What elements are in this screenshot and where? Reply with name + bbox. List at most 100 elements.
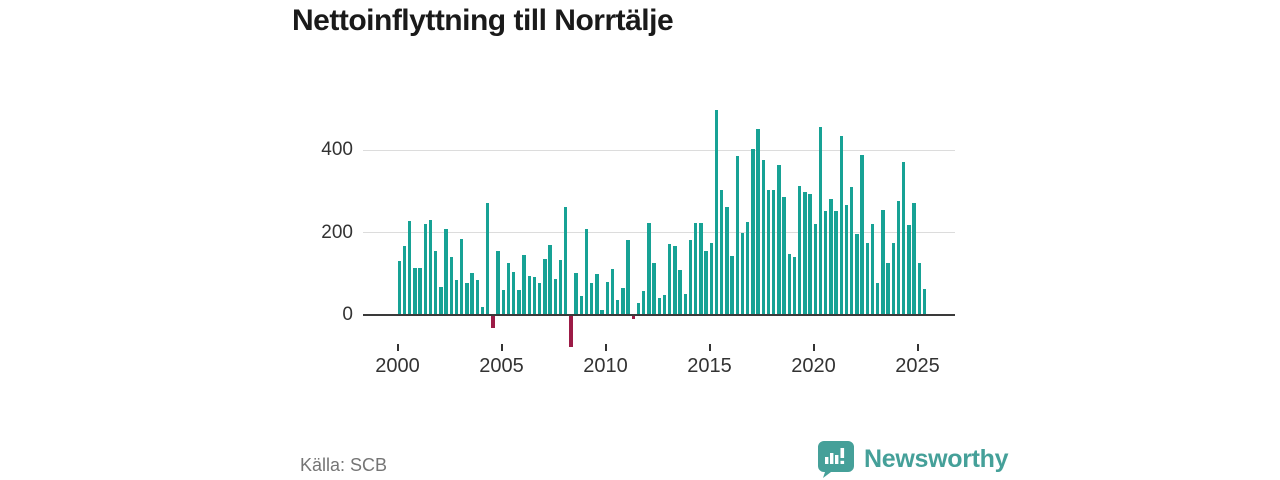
bar-positive (709, 242, 714, 315)
bar-positive (652, 263, 656, 315)
bar-positive (777, 165, 781, 315)
bar-positive (595, 273, 599, 315)
bar-positive (751, 149, 755, 315)
bar-positive (683, 293, 688, 315)
bar-positive (589, 283, 594, 315)
bar-positive (860, 155, 864, 315)
bar-positive (829, 199, 833, 315)
bar-positive (771, 189, 776, 315)
bar-positive (496, 251, 500, 315)
x-axis-tick (500, 344, 503, 351)
bar-positive (485, 203, 490, 315)
bar-positive (657, 298, 662, 315)
bar-positive (766, 189, 771, 315)
bar-positive (881, 209, 885, 315)
bar-positive (605, 281, 610, 315)
bar-positive (537, 282, 542, 315)
bar-positive (803, 192, 807, 315)
bar-positive (511, 272, 516, 315)
x-axis-tick (396, 344, 399, 351)
bar-positive (517, 290, 521, 315)
bar-positive (849, 187, 854, 315)
bar-positive (891, 243, 896, 315)
bar-positive (896, 200, 901, 315)
bar-positive (808, 194, 812, 315)
bar-positive (579, 296, 584, 315)
bar-positive (855, 234, 859, 315)
bar-positive (584, 229, 589, 315)
bar-positive (907, 225, 911, 315)
bar-positive (397, 261, 402, 315)
bar-positive (693, 223, 698, 315)
bar-negative (491, 316, 495, 328)
bar-positive (636, 303, 641, 315)
y-axis-label: 400 (321, 139, 353, 160)
bar-positive (797, 186, 802, 315)
bar-positive (730, 256, 734, 315)
bar-positive (787, 253, 792, 315)
bar-positive (870, 224, 875, 315)
x-axis-label: 2020 (791, 355, 836, 377)
x-axis-tick (708, 344, 711, 351)
chart-title: Nettoinflyttning till Norrtälje (292, 4, 674, 37)
brand-logo: Newsworthy (817, 440, 1009, 478)
bar-positive (558, 259, 563, 315)
bar-positive (647, 222, 651, 315)
bar-positive (756, 129, 760, 315)
bar-positive (844, 205, 849, 315)
bar-positive (782, 197, 786, 315)
bar-positive (548, 244, 552, 315)
bar-positive (527, 276, 532, 315)
bar-positive (688, 239, 693, 315)
bar-positive (475, 279, 480, 315)
bar-positive (704, 251, 708, 315)
bar-positive (823, 210, 828, 315)
bar-positive (563, 207, 568, 315)
bar-positive (501, 290, 506, 315)
bar-positive (600, 310, 604, 315)
bar-positive (459, 239, 464, 315)
bar-positive (745, 221, 750, 315)
bar-positive (610, 268, 615, 315)
bar-positive (834, 211, 838, 315)
bar-positive (839, 135, 844, 315)
bar-positive (418, 267, 422, 315)
bar-positive (433, 251, 438, 315)
bar-positive (818, 126, 823, 315)
x-axis-tick (916, 344, 919, 351)
bar-positive (901, 161, 906, 315)
bar-positive (532, 276, 537, 315)
x-axis-label: 2000 (375, 355, 420, 377)
bar-positive (470, 273, 474, 315)
x-axis-line (363, 314, 955, 317)
y-axis-label: 0 (342, 304, 353, 325)
bar-positive (761, 160, 766, 315)
bar-positive (641, 291, 646, 315)
bar-positive (444, 228, 448, 315)
bar-positive (719, 189, 724, 315)
bar-negative (569, 316, 573, 348)
bar-positive (615, 299, 620, 315)
gridline (363, 149, 955, 151)
bar-positive (875, 283, 880, 315)
bar-positive (407, 220, 412, 315)
bar-positive (480, 307, 485, 315)
x-axis-label: 2010 (583, 355, 628, 377)
bar-positive (740, 233, 745, 315)
bar-positive (626, 239, 630, 315)
y-axis-label: 200 (321, 221, 353, 243)
bar-positive (543, 259, 547, 315)
bar-positive (725, 206, 729, 315)
bar-positive (886, 263, 890, 315)
source-label: Källa: SCB (300, 455, 388, 475)
bar-negative (631, 316, 636, 320)
bar-positive (553, 278, 558, 315)
bar-positive (699, 223, 703, 315)
bar-positive (574, 272, 578, 315)
bar-positive (792, 256, 797, 315)
bar-positive (506, 262, 511, 315)
x-axis-label: 2025 (895, 355, 940, 377)
bar-positive (413, 267, 417, 315)
bar-positive (465, 283, 469, 315)
